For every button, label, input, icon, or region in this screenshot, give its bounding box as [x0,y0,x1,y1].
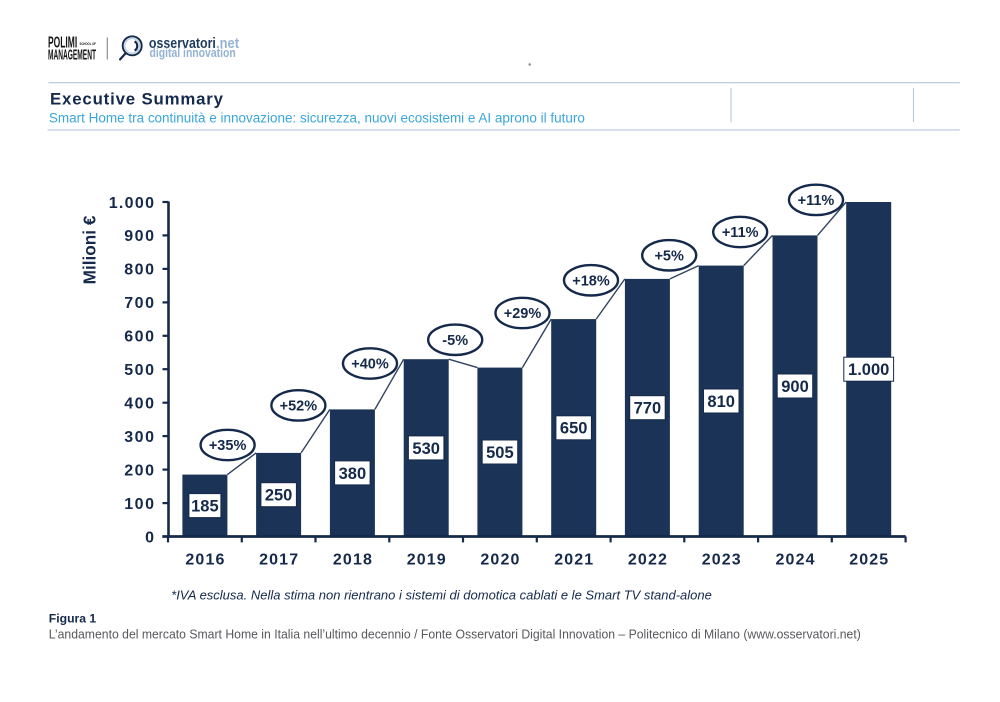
svg-text:Executive Summary: Executive Summary [50,90,224,109]
svg-text:+11%: +11% [722,225,759,241]
svg-text:770: 770 [634,400,662,418]
svg-text:900: 900 [781,378,809,396]
svg-text:1.000: 1.000 [109,195,154,212]
svg-text:digital innovation: digital innovation [150,45,236,60]
svg-text:2021: 2021 [554,551,593,568]
svg-text:SCHOOL OF: SCHOOL OF [80,42,97,46]
svg-text:650: 650 [560,420,588,438]
svg-text:2018: 2018 [333,551,372,568]
svg-text:-5%: -5% [442,333,468,349]
svg-text:900: 900 [124,228,154,245]
svg-text:400: 400 [124,396,154,413]
svg-text:+35%: +35% [209,438,247,454]
svg-text:530: 530 [412,440,440,458]
svg-text:185: 185 [191,498,219,516]
svg-text:L’andamento del mercato Smart: L’andamento del mercato Smart Home in It… [49,627,861,641]
svg-text:810: 810 [707,393,735,411]
svg-text:2022: 2022 [628,551,667,568]
svg-text:.net: .net [216,36,239,52]
svg-text:+40%: +40% [351,357,389,373]
svg-text:800: 800 [124,262,154,279]
svg-text:700: 700 [124,295,154,312]
svg-text:200: 200 [124,462,154,479]
svg-text:Milioni €: Milioni € [79,215,99,284]
svg-text:2024: 2024 [776,551,815,568]
svg-text:+52%: +52% [280,399,318,415]
svg-text:+29%: +29% [504,306,542,322]
svg-text:250: 250 [265,487,293,505]
svg-text:osservatori: osservatori [149,36,216,52]
svg-text:100: 100 [124,496,154,513]
svg-text:600: 600 [124,329,154,346]
svg-text:POLIMI: POLIMI [48,35,77,52]
svg-text:*IVA esclusa. Nella stima non: *IVA esclusa. Nella stima non rientrano … [171,587,712,602]
svg-text:+11%: +11% [798,193,835,209]
svg-text:2019: 2019 [407,551,446,568]
svg-text:Smart Home tra continuità e in: Smart Home tra continuità e innovazione:… [49,110,585,125]
svg-text:+5%: +5% [654,249,684,265]
svg-text:500: 500 [124,362,154,379]
svg-text:380: 380 [339,465,367,483]
svg-text:2023: 2023 [702,551,741,568]
svg-text:2025: 2025 [849,551,888,568]
svg-text:Figura 1: Figura 1 [49,612,97,626]
svg-text:2020: 2020 [480,551,519,568]
svg-text:2016: 2016 [185,551,224,568]
svg-text:0: 0 [145,529,154,546]
svg-text:300: 300 [124,429,154,446]
svg-text:505: 505 [486,444,514,462]
svg-text:+18%: +18% [572,274,610,290]
svg-text:1.000: 1.000 [848,361,889,379]
svg-text:2017: 2017 [259,551,298,568]
svg-text:MANAGEMENT: MANAGEMENT [48,47,96,64]
